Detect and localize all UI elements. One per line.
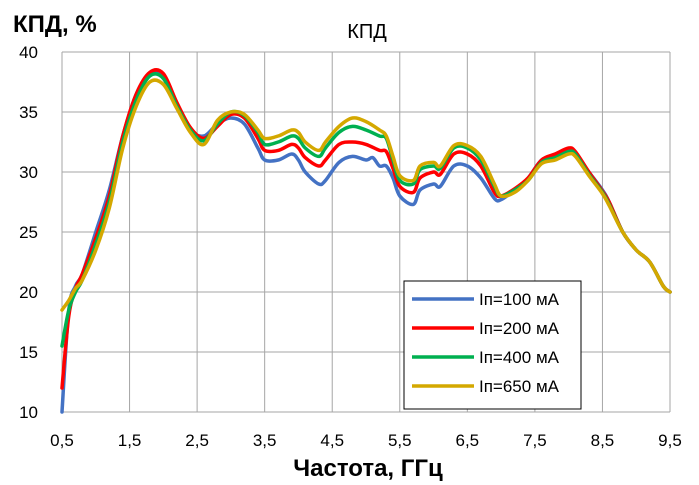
series-lines [60,68,672,414]
legend: Iп=100 мА Iп=200 мА Iп=400 мА Iп=650 мА [403,280,582,410]
y-tick-label: 15 [19,343,38,362]
x-tick-label: 0,5 [50,431,74,450]
legend-label-3: Iп=400 мА [479,348,560,367]
x-axis-title: Частота, ГГц [293,455,443,482]
x-tick-label: 3,5 [253,431,277,450]
series-line-2 [60,68,672,390]
x-tick-label: 4,5 [320,431,344,450]
series-line-3 [60,72,672,348]
x-tick-label: 7,5 [523,431,547,450]
x-tick-label: 8,5 [591,431,615,450]
x-tick-labels: 0,5 1,5 2,5 3,5 4,5 5,5 6,5 7,5 8,5 9,5 [50,431,682,450]
x-tick-label: 2,5 [185,431,209,450]
y-tick-label: 35 [19,103,38,122]
legend-label-2: Iп=200 мА [479,319,560,338]
y-tick-label: 40 [19,43,38,62]
x-tick-label: 5,5 [388,431,412,450]
legend-label-1: Iп=100 мА [479,290,560,309]
legend-label-4: Iп=650 мА [479,377,560,396]
y-tick-label: 10 [19,403,38,422]
y-tick-labels: 10 15 20 25 30 35 40 [19,43,38,422]
x-tick-label: 9,5 [658,431,682,450]
y-tick-label: 25 [19,223,38,242]
series-line-4 [60,78,672,312]
chart-title: КПД [347,21,387,43]
x-tick-label: 1,5 [118,431,142,450]
x-tick-label: 6,5 [456,431,480,450]
y-axis-title: КПД, % [13,11,97,38]
y-tick-label: 30 [19,163,38,182]
y-tick-label: 20 [19,283,38,302]
